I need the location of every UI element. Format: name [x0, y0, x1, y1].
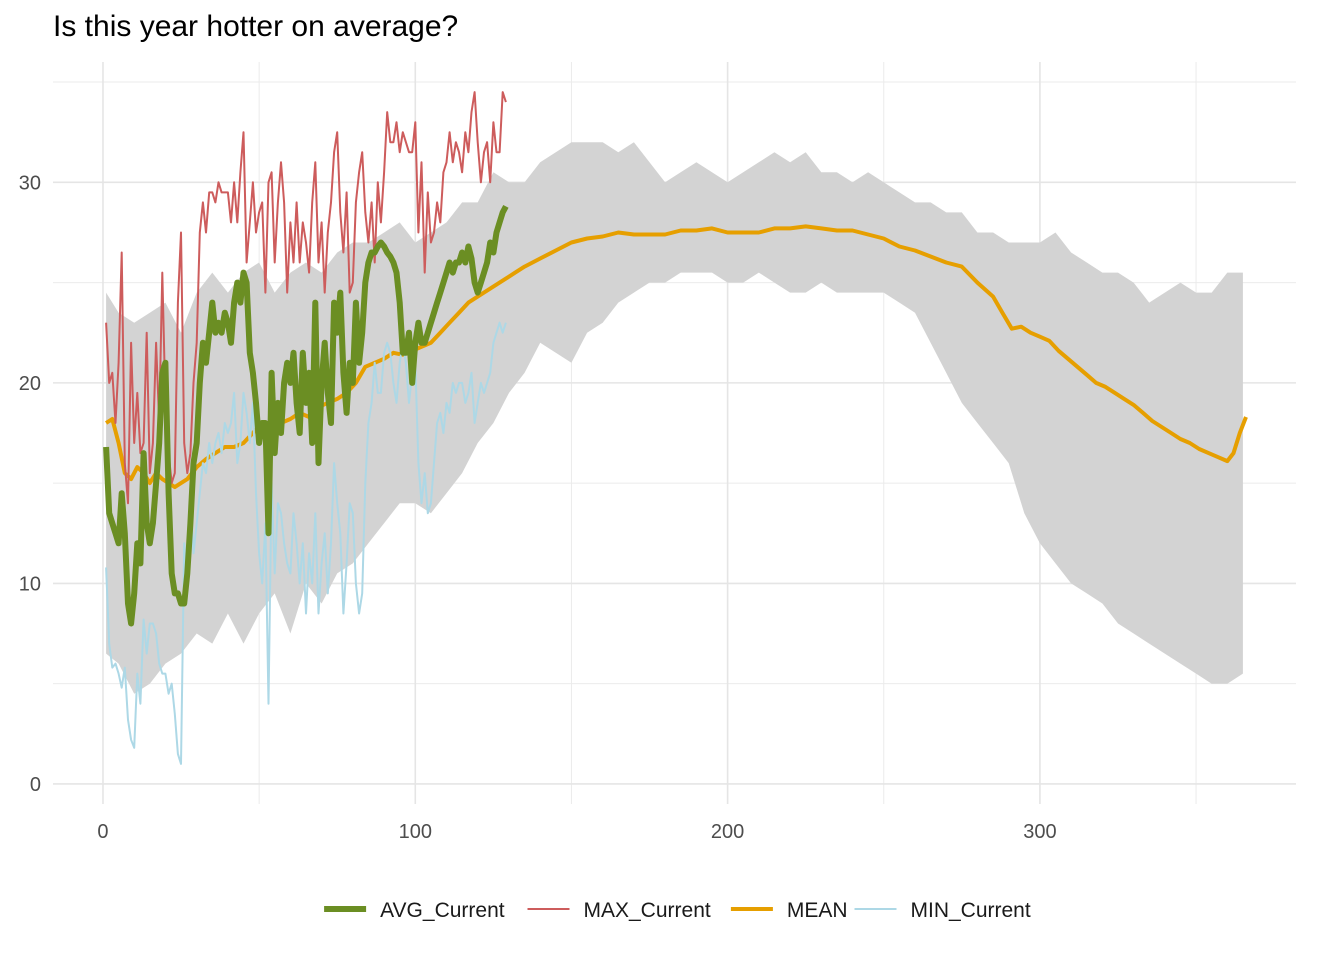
legend-label-0: AVG_Current [380, 899, 505, 922]
chart-title: Is this year hotter on average? [53, 10, 459, 43]
legend-label-1: MAX_Current [584, 899, 711, 922]
series-lines [103, 91, 1248, 765]
range-band [106, 142, 1243, 694]
axis-labels: 0 100 200 300 0 10 20 30 [19, 172, 1057, 843]
series-line-mean [105, 224, 1248, 490]
y-tick-label-1: 10 [19, 573, 41, 595]
x-tick-label-3: 300 [1023, 821, 1056, 843]
series-line-max-current [105, 91, 507, 505]
legend-label-3: MIN_Current [911, 899, 1031, 922]
x-tick-label-2: 200 [711, 821, 744, 843]
range-band-area [106, 142, 1243, 694]
x-tick-label-0: 0 [97, 821, 108, 843]
y-tick-label-0: 0 [30, 774, 41, 796]
legend-label-2: MEAN [787, 899, 848, 922]
series-line-avg-current [103, 204, 509, 627]
legend: AVG_Current MAX_Current MEAN MIN_Current [324, 899, 1031, 922]
x-tick-label-1: 100 [399, 821, 432, 843]
y-tick-label-2: 20 [19, 373, 41, 395]
y-tick-label-3: 30 [19, 172, 41, 194]
series-line-min-current [105, 321, 507, 765]
